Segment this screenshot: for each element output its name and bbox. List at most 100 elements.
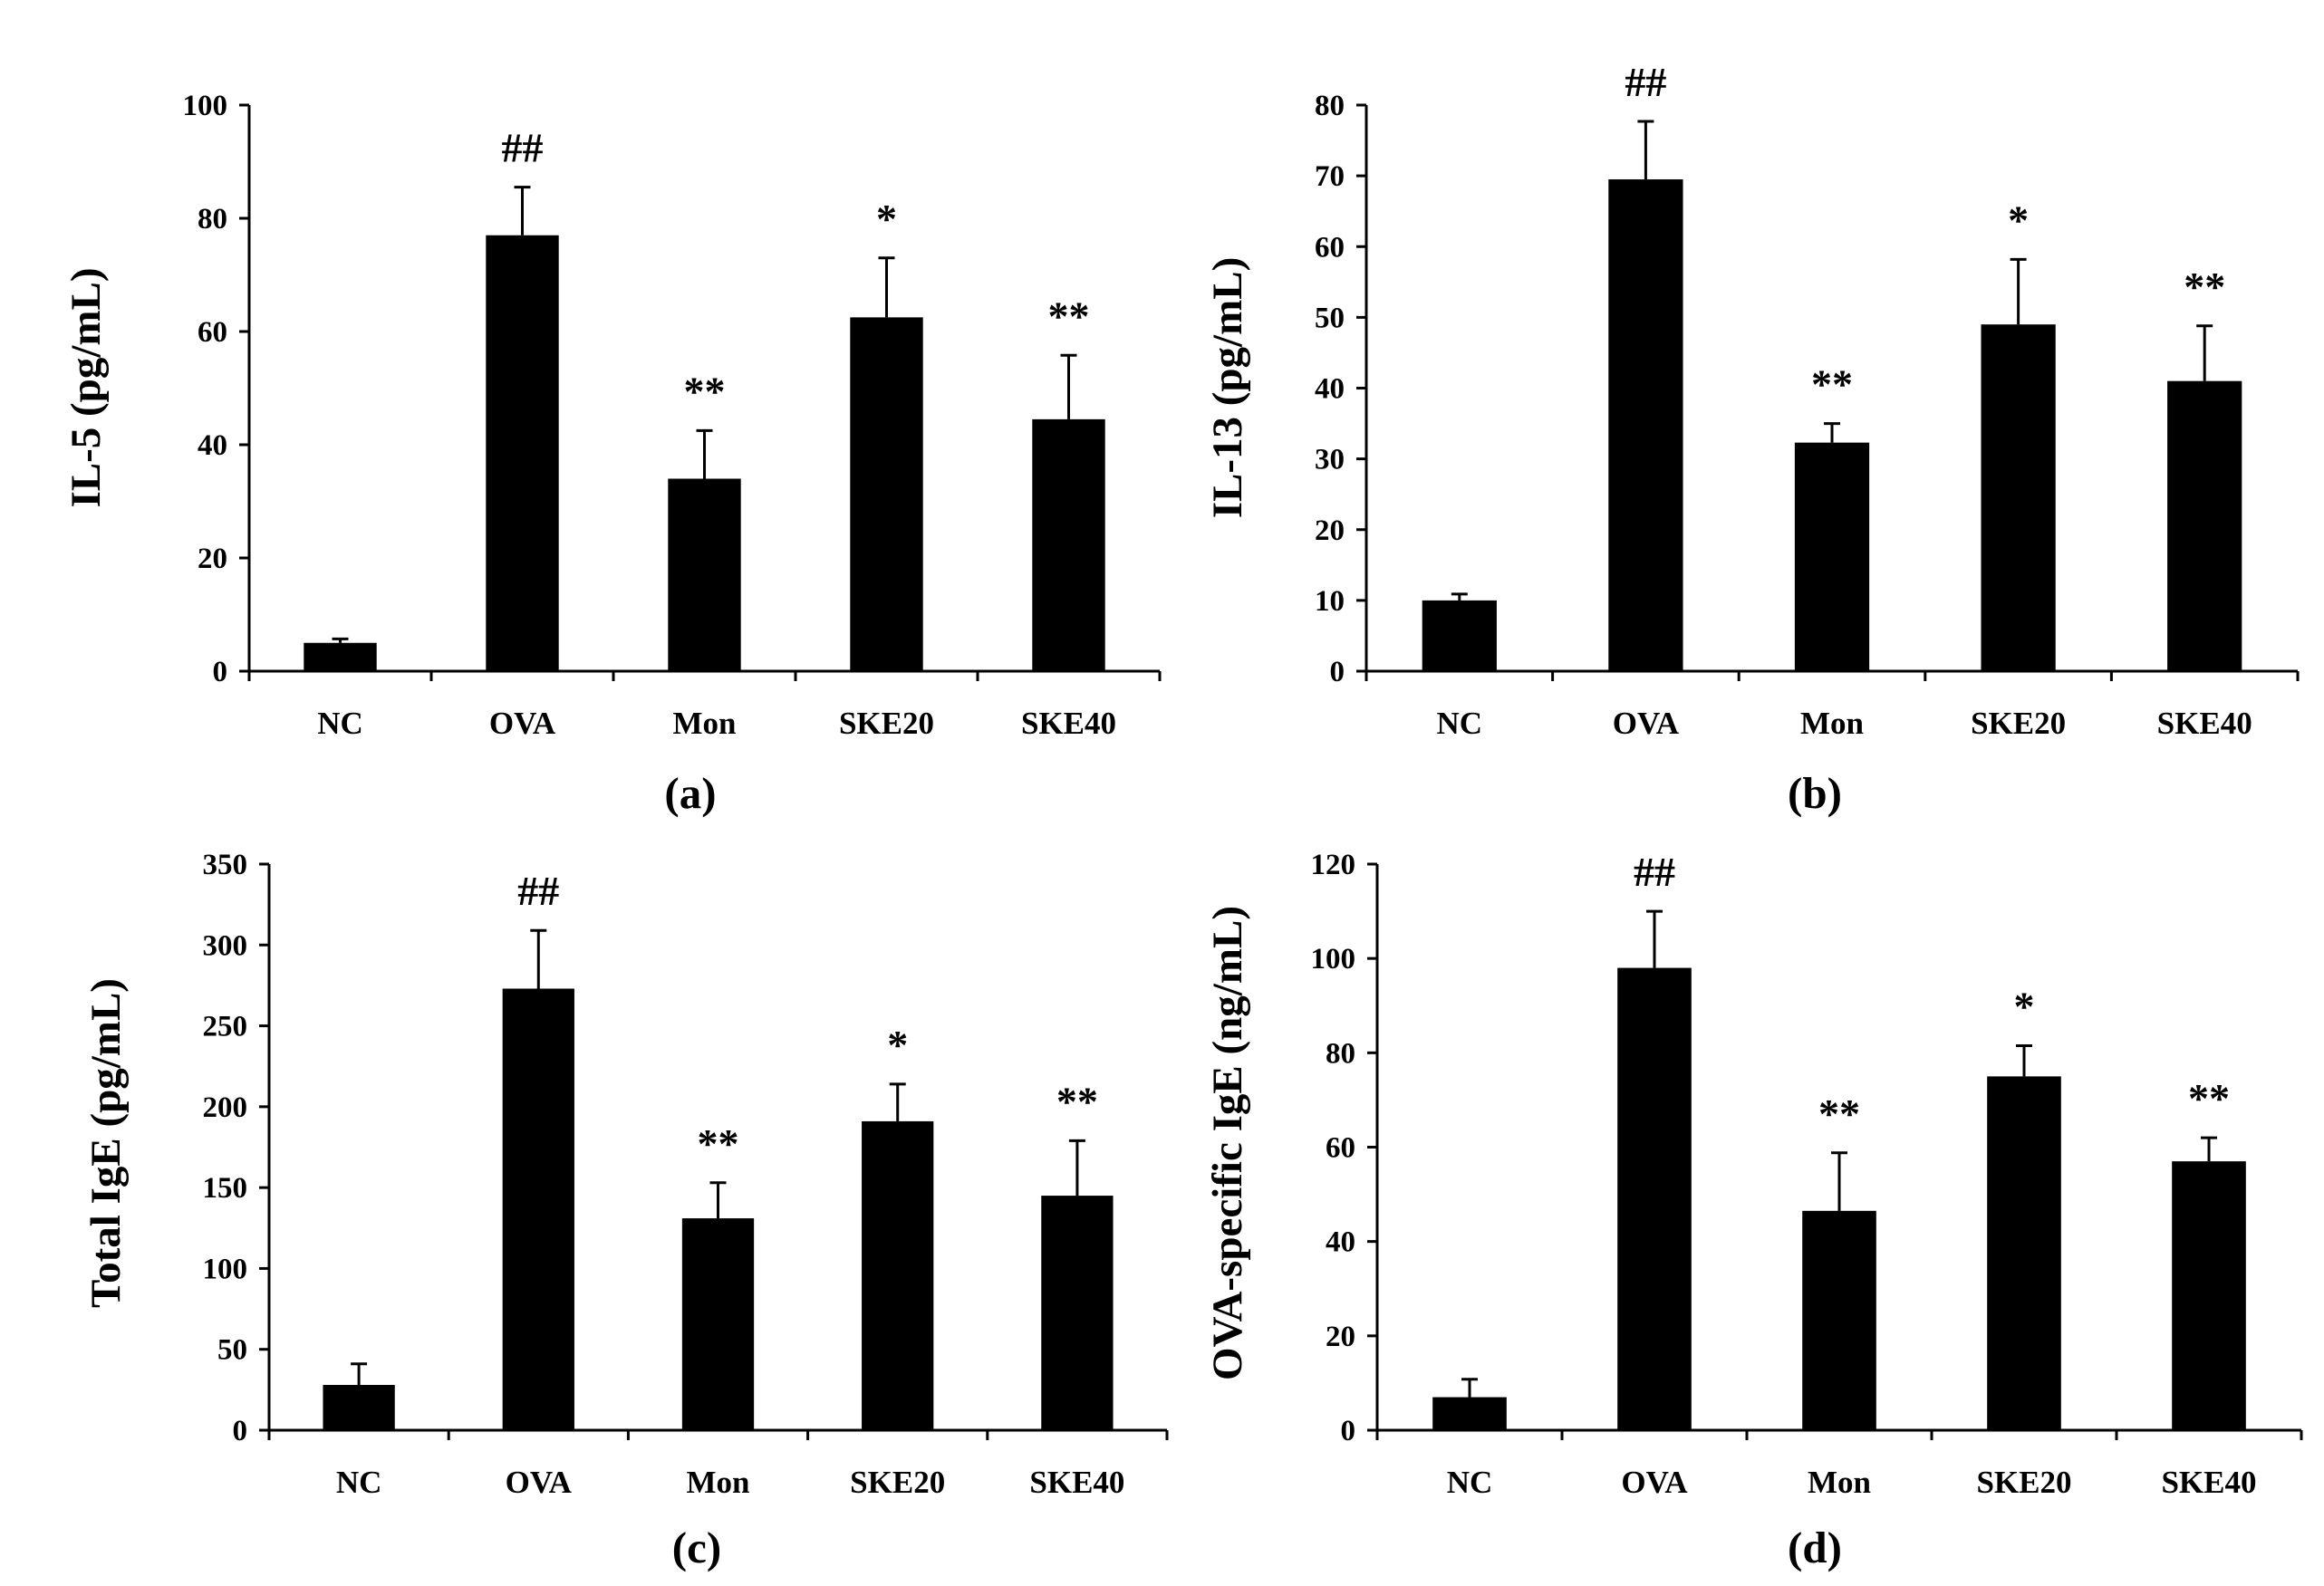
bar <box>1608 179 1683 671</box>
y-tick-label: 350 <box>203 849 248 881</box>
bar <box>323 1385 395 1430</box>
y-tick-label: 40 <box>198 429 227 462</box>
significance-mark: ** <box>1048 293 1090 339</box>
bar <box>1032 418 1105 671</box>
bar <box>1987 1076 2061 1430</box>
y-ticks-group: 0 10 20 30 40 50 60 70 80 <box>1315 90 1366 688</box>
panel-label: (d) <box>1788 1523 1842 1572</box>
panel-label: (c) <box>672 1523 721 1572</box>
bar <box>2167 380 2242 671</box>
significance-mark: ** <box>1056 1078 1098 1124</box>
x-tick-label: OVA <box>506 1465 573 1500</box>
y-tick-label: 80 <box>198 203 227 235</box>
bar <box>850 317 923 671</box>
y-tick-label: 20 <box>198 543 227 575</box>
bar <box>1041 1196 1114 1430</box>
y-tick-label: 0 <box>233 1415 248 1447</box>
y-tick-label: 100 <box>183 90 228 122</box>
x-tick-label: SKE40 <box>2157 706 2252 741</box>
bar <box>1794 442 1870 671</box>
bars-group <box>1422 120 2242 671</box>
significance-mark: ** <box>698 1120 739 1167</box>
bars-group <box>323 928 1114 1430</box>
significance-mark: ## <box>517 868 559 914</box>
y-tick-label: 120 <box>1311 849 1356 881</box>
significance-mark: ## <box>1634 849 1675 895</box>
y-tick-label: 250 <box>203 1011 248 1043</box>
y-axis-label: IL-5 (pg/mL) <box>63 267 110 507</box>
x-tick-label: SKE40 <box>1029 1465 1124 1500</box>
y-tick-label: 80 <box>1315 90 1345 122</box>
x-tick-label: OVA <box>1613 706 1680 741</box>
y-ticks-group: 0 20 40 60 80 100 <box>183 90 249 688</box>
x-ticks-group: NC OVA Mon SKE20 SKE40 <box>267 1430 1169 1500</box>
y-tick-label: 300 <box>203 929 248 962</box>
y-tick-label: 100 <box>1311 943 1356 976</box>
bar <box>668 478 741 671</box>
significance-mark: ** <box>1811 361 1853 408</box>
x-tick-label: SKE20 <box>1976 1465 2071 1500</box>
annotations-group: ##***** <box>517 868 1098 1167</box>
x-tick-label: SKE20 <box>1971 706 2066 741</box>
significance-mark: ** <box>684 368 726 414</box>
x-ticks-group: NC OVA Mon SKE20 SKE40 <box>1375 1430 2303 1500</box>
x-tick-label: OVA <box>489 706 556 741</box>
panel-label: (b) <box>1788 768 1842 818</box>
y-tick-label: 60 <box>1326 1132 1355 1165</box>
y-tick-label: 80 <box>1326 1037 1355 1070</box>
bar <box>2172 1161 2246 1430</box>
y-axis-label: OVA-specific IgE (ng/mL) <box>1204 906 1251 1380</box>
bar <box>1802 1210 1876 1430</box>
chart-panel-b: 0 10 20 30 40 50 60 70 80 NC OVA Mon SKE20 SKE40 ## *… <box>1204 59 2300 818</box>
annotations-group: ##***** <box>1625 59 2225 408</box>
bar <box>862 1120 934 1430</box>
bar <box>1981 324 2056 671</box>
significance-mark: * <box>887 1022 908 1068</box>
y-tick-label: 20 <box>1315 514 1345 547</box>
significance-mark: ## <box>1625 59 1666 105</box>
bars-group <box>1432 909 2246 1430</box>
x-tick-label: Mon <box>1800 706 1864 741</box>
bars-group <box>304 186 1105 671</box>
significance-mark: * <box>2008 197 2029 243</box>
bar <box>304 642 377 671</box>
bar <box>1617 967 1692 1430</box>
x-tick-label: NC <box>1447 1465 1493 1500</box>
x-tick-label: OVA <box>1621 1465 1688 1500</box>
y-tick-label: 50 <box>1315 302 1345 334</box>
x-tick-label: SKE20 <box>839 706 934 741</box>
significance-mark: ** <box>2188 1075 2230 1121</box>
y-axis-label: Total IgE (pg/mL) <box>82 978 130 1308</box>
bar <box>681 1218 755 1430</box>
significance-mark: * <box>876 196 897 242</box>
y-tick-label: 10 <box>1315 585 1345 618</box>
x-tick-label: Mon <box>673 706 737 741</box>
annotations-group: ##***** <box>502 125 1090 415</box>
bar <box>502 988 574 1430</box>
significance-mark: ** <box>2184 264 2225 310</box>
bar <box>1422 600 1497 671</box>
y-tick-label: 60 <box>198 316 227 349</box>
y-tick-label: 60 <box>1315 231 1345 264</box>
y-tick-label: 200 <box>203 1091 248 1124</box>
significance-mark: ## <box>502 125 544 171</box>
y-ticks-group: 0 50 100 150 200 250 300 350 <box>203 849 269 1447</box>
y-ticks-group: 0 20 40 60 80 100 120 <box>1311 849 1377 1447</box>
significance-mark: * <box>2014 984 2035 1030</box>
y-tick-label: 30 <box>1315 444 1345 476</box>
x-tick-label: NC <box>336 1465 382 1500</box>
x-tick-label: SKE40 <box>2161 1465 2256 1500</box>
y-tick-label: 20 <box>1326 1321 1355 1353</box>
y-tick-label: 50 <box>217 1334 247 1367</box>
x-ticks-group: NC OVA Mon SKE20 SKE40 <box>247 671 1162 741</box>
x-tick-label: NC <box>1437 706 1483 741</box>
bar <box>486 235 559 671</box>
y-tick-label: 0 <box>1330 656 1345 688</box>
annotations-group: ##***** <box>1634 849 2230 1137</box>
y-axis-label: IL-13 (pg/mL) <box>1204 257 1251 519</box>
x-tick-label: Mon <box>1808 1465 1871 1500</box>
